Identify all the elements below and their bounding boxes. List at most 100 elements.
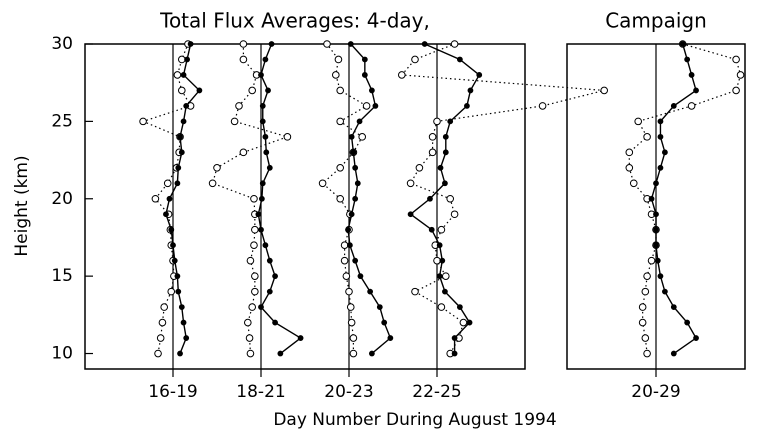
open-point [428, 133, 437, 141]
solid-point [662, 288, 668, 295]
open-point [235, 102, 243, 110]
open-point [406, 179, 415, 188]
open-point [641, 287, 650, 296]
x-tick-label: 22-25 [412, 382, 461, 402]
open-point [139, 117, 147, 126]
solid-point [258, 72, 264, 78]
open-point [345, 287, 353, 296]
solid-point [348, 211, 355, 218]
solid-point [174, 273, 181, 280]
open-point [246, 349, 255, 358]
solid-point [266, 257, 273, 264]
open-point [163, 179, 172, 188]
open-point [346, 303, 355, 311]
solid-point [442, 288, 448, 295]
solid-point [467, 87, 474, 94]
open-point [251, 225, 259, 234]
solid-point [170, 242, 176, 249]
solid-point [436, 273, 443, 280]
solid-point [428, 226, 435, 233]
solid-point [175, 164, 182, 171]
open-point [336, 86, 345, 95]
open-point [347, 318, 356, 327]
solid-point [684, 56, 691, 63]
open-point [173, 71, 182, 79]
solid-point [183, 335, 190, 341]
solid-point [177, 133, 183, 140]
open-point [230, 117, 239, 126]
open-point [160, 303, 168, 311]
open-point [643, 349, 651, 358]
open-point [411, 55, 419, 64]
open-point [283, 133, 292, 141]
open-point [625, 148, 634, 157]
solid-point [180, 319, 187, 326]
open-point [340, 241, 349, 249]
open-point [415, 164, 424, 172]
solid-point [166, 195, 173, 202]
solid-point [688, 72, 695, 78]
solid-point [265, 87, 271, 94]
solid-point [357, 273, 364, 280]
open-point [239, 55, 248, 64]
solid-point [387, 335, 394, 341]
open-point [437, 303, 446, 311]
open-point [251, 272, 259, 280]
solid-point [662, 149, 668, 156]
open-point [428, 148, 437, 157]
solid-point [350, 149, 357, 156]
solid-point [361, 72, 368, 78]
solid-point [266, 164, 273, 171]
open-point [251, 287, 259, 296]
open-point [156, 334, 165, 342]
open-point [643, 272, 651, 280]
solid-point [466, 319, 473, 326]
open-point [318, 179, 327, 188]
solid-point [178, 149, 185, 156]
open-point [167, 287, 176, 296]
solid-point [187, 41, 194, 47]
open-point [340, 256, 349, 265]
solid-point [670, 350, 677, 357]
open-point [625, 164, 634, 172]
solid-point [376, 304, 383, 310]
solid-point [180, 118, 187, 125]
solid-point [372, 103, 379, 109]
solid-point [171, 257, 178, 264]
solid-point [346, 242, 353, 249]
solid-point [653, 242, 659, 249]
plot-frame [84, 43, 526, 370]
solid-point [180, 72, 187, 78]
open-point [248, 86, 256, 95]
open-point [437, 225, 446, 234]
solid-point [381, 319, 388, 326]
x-tick-label: 20-23 [324, 382, 373, 402]
solid-point [684, 319, 691, 326]
solid-point [648, 195, 655, 202]
solid-point [693, 335, 699, 341]
solid-point [657, 118, 664, 125]
solid-point [183, 103, 190, 109]
solid-point [196, 87, 203, 94]
open-point [736, 71, 745, 79]
solid-point [447, 118, 454, 125]
open-point [600, 86, 609, 95]
solid-point [354, 180, 361, 187]
solid-point [258, 226, 264, 233]
open-point [250, 194, 258, 203]
solid-point [693, 87, 699, 94]
open-point [336, 194, 345, 203]
solid-point [259, 118, 266, 125]
solid-point [368, 87, 375, 94]
open-point [446, 194, 455, 203]
solid-point [356, 118, 363, 125]
open-point [154, 349, 162, 358]
solid-point [670, 103, 677, 109]
solid-point [262, 133, 269, 140]
open-point [442, 272, 450, 280]
solid-point [442, 149, 449, 156]
y-axis-label: Height (km) [12, 155, 32, 256]
solid-point [175, 288, 182, 295]
open-point [634, 117, 643, 126]
solid-point [456, 304, 463, 310]
